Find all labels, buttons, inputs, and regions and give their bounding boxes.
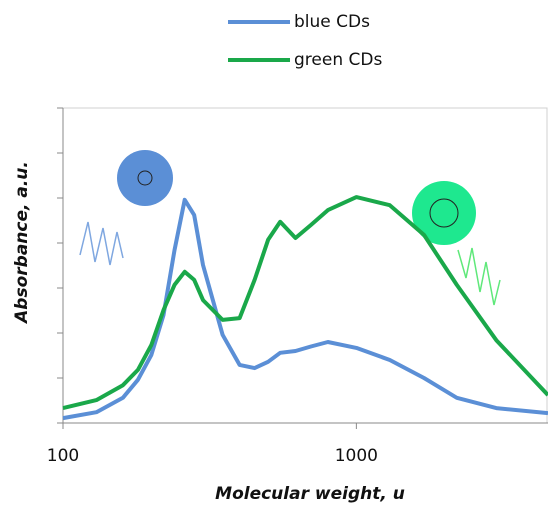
series-line <box>63 197 548 408</box>
blue-dot-icon <box>117 150 173 206</box>
y-axis-title: Absorbance, a.u. <box>12 161 32 325</box>
x-tick-label: 100 <box>47 446 79 466</box>
x-tick-label: 1000 <box>335 446 378 466</box>
x-axis-title: Molecular weight, u <box>215 484 405 504</box>
chart: Molecular weight, u Absorbance, a.u. 100… <box>0 0 548 510</box>
legend-label: green CDs <box>294 50 382 70</box>
legend-label: blue CDs <box>294 12 370 32</box>
blue-wave <box>80 222 123 265</box>
